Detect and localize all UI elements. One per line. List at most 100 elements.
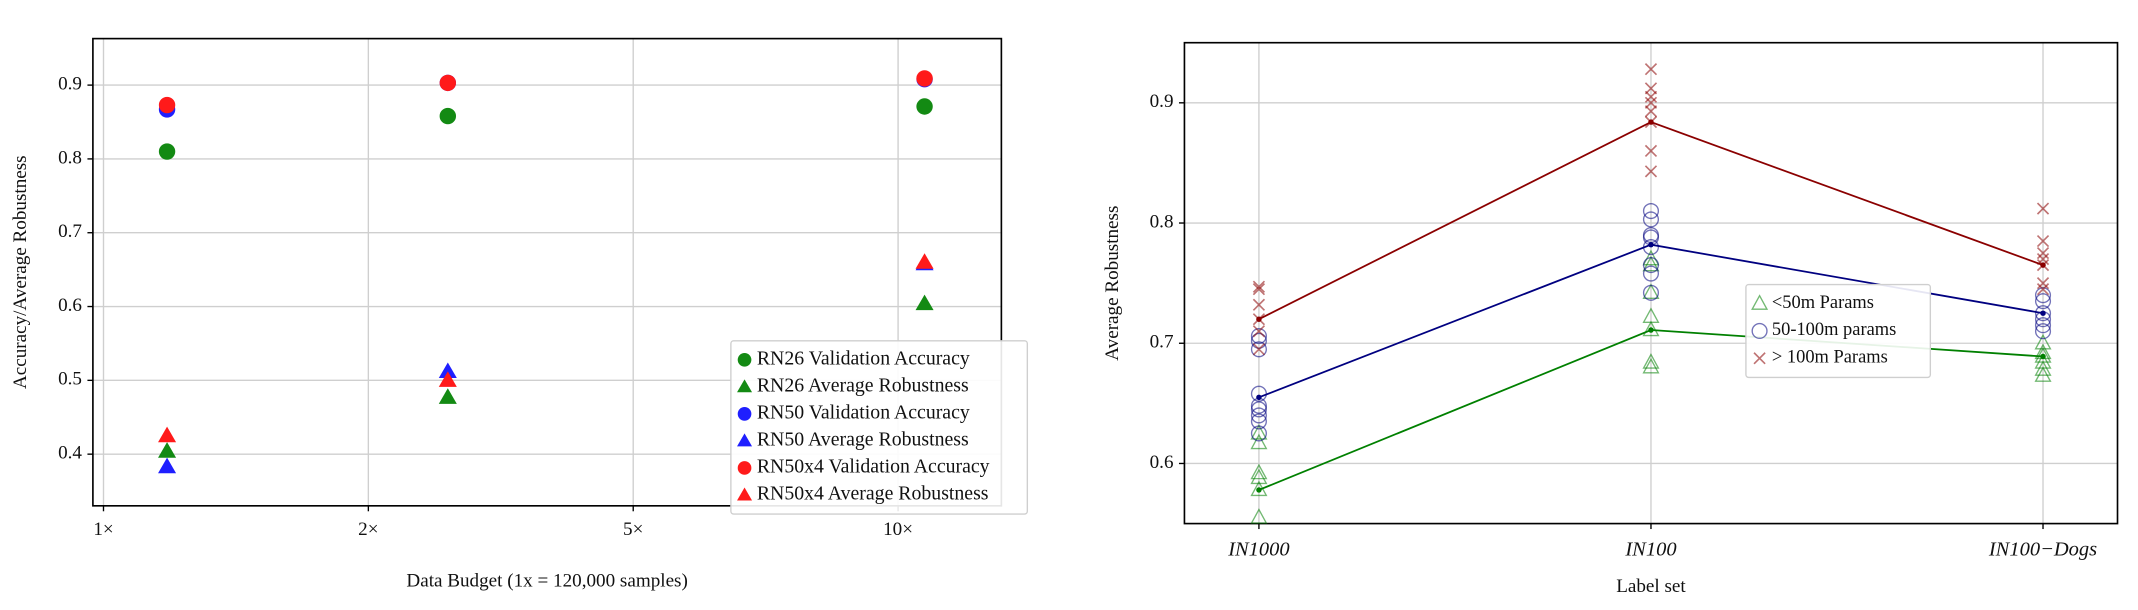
mean-point — [1648, 241, 1654, 248]
point — [1250, 327, 1267, 345]
point — [1642, 307, 1660, 324]
point — [1642, 320, 1660, 337]
point — [438, 371, 457, 387]
point — [2034, 353, 2052, 369]
point — [1252, 283, 1266, 296]
legend-marker — [737, 487, 753, 501]
legend-marker — [737, 352, 752, 367]
legend-box — [730, 340, 1029, 515]
point — [1250, 468, 1268, 485]
point — [439, 107, 457, 125]
legend-label: > 100m Params — [1772, 347, 1888, 367]
point — [1250, 423, 1268, 440]
point — [1250, 425, 1267, 442]
legend-label: RN50 Average Robustness — [757, 428, 969, 450]
mean-point — [1256, 487, 1262, 493]
legend-marker — [1751, 294, 1769, 310]
point — [1644, 63, 1658, 76]
point — [1250, 407, 1267, 424]
mean-point — [2040, 262, 2046, 268]
legend-marker — [737, 379, 753, 393]
x-tick-label: IN100 — [1624, 539, 1676, 561]
point — [1642, 357, 1660, 374]
point — [1642, 265, 1660, 282]
mean-point — [2040, 310, 2046, 316]
point — [2034, 317, 2052, 334]
x-tick-label: 10× — [883, 519, 913, 540]
y-axis-label: Accuracy/Average Robustness — [10, 155, 31, 389]
point — [158, 96, 176, 114]
point — [438, 388, 457, 404]
legend-label: RN50 Validation Accuracy — [757, 401, 970, 423]
y-tick-label: 0.6 — [58, 295, 82, 316]
legend-marker — [737, 433, 753, 447]
x-tick-label: 5× — [623, 519, 643, 540]
x-tick-label: IN100−Dogs — [1988, 539, 2097, 561]
point — [1642, 283, 1660, 299]
legend-label: RN26 Average Robustness — [757, 374, 969, 396]
mean-point — [1256, 316, 1262, 322]
legend-marker — [1753, 352, 1766, 365]
point — [2034, 305, 2052, 322]
point — [2036, 252, 2050, 266]
y-tick-label: 0.8 — [58, 147, 82, 168]
plot-frame — [1183, 41, 2119, 525]
y-tick-label: 0.7 — [58, 221, 82, 242]
y-tick-label: 0.9 — [1150, 91, 1174, 112]
point — [158, 143, 176, 160]
point — [438, 362, 457, 379]
legend-label: RN50x4 Average Robustness — [757, 483, 989, 505]
y-axis-label: Average Robustness — [1102, 206, 1123, 361]
legend-label: RN26 Validation Accuracy — [757, 347, 970, 369]
point — [1642, 353, 1660, 369]
y-tick-label: 0.8 — [1150, 211, 1174, 232]
legend-box — [1745, 283, 1932, 379]
point — [2034, 323, 2052, 340]
point — [2034, 347, 2052, 363]
point — [1642, 211, 1660, 228]
point — [2034, 333, 2052, 350]
legend-label: <50m Params — [1772, 292, 1874, 312]
plot-frame — [92, 37, 1003, 507]
legend-label: RN50x4 Validation Accuracy — [757, 456, 990, 478]
point — [1644, 144, 1658, 158]
point — [1250, 508, 1268, 524]
point — [1252, 298, 1266, 311]
point — [915, 253, 934, 269]
mean-point — [1648, 119, 1654, 125]
point — [916, 98, 933, 115]
y-tick-label: 0.6 — [1150, 452, 1174, 473]
x-tick-label: IN1000 — [1227, 539, 1289, 561]
point — [158, 442, 177, 458]
point — [1250, 341, 1267, 358]
mean-point — [1648, 327, 1654, 333]
point — [2036, 277, 2050, 290]
point — [2034, 366, 2052, 382]
legend-marker — [737, 407, 752, 421]
point — [1644, 165, 1658, 178]
point — [158, 426, 177, 443]
legend-marker — [737, 461, 752, 475]
mean-point — [1256, 394, 1262, 401]
point — [1252, 343, 1266, 356]
point — [1642, 284, 1660, 301]
x-axis-label: Label set — [1616, 576, 1686, 597]
point — [2036, 202, 2050, 215]
point — [1250, 413, 1267, 430]
mean-point — [2040, 353, 2046, 360]
point — [1250, 433, 1268, 450]
point — [1250, 463, 1268, 480]
point — [1642, 255, 1660, 272]
point — [439, 74, 457, 92]
point — [1644, 96, 1658, 109]
point — [915, 294, 934, 311]
y-tick-label: 0.7 — [1150, 332, 1174, 353]
point — [1642, 249, 1660, 266]
point — [2036, 234, 2050, 248]
point — [1250, 401, 1267, 418]
x-axis-label: Data Budget (1x = 120,000 samples) — [406, 571, 687, 592]
point — [2034, 293, 2052, 310]
point — [2036, 283, 2050, 296]
point — [1642, 202, 1660, 220]
